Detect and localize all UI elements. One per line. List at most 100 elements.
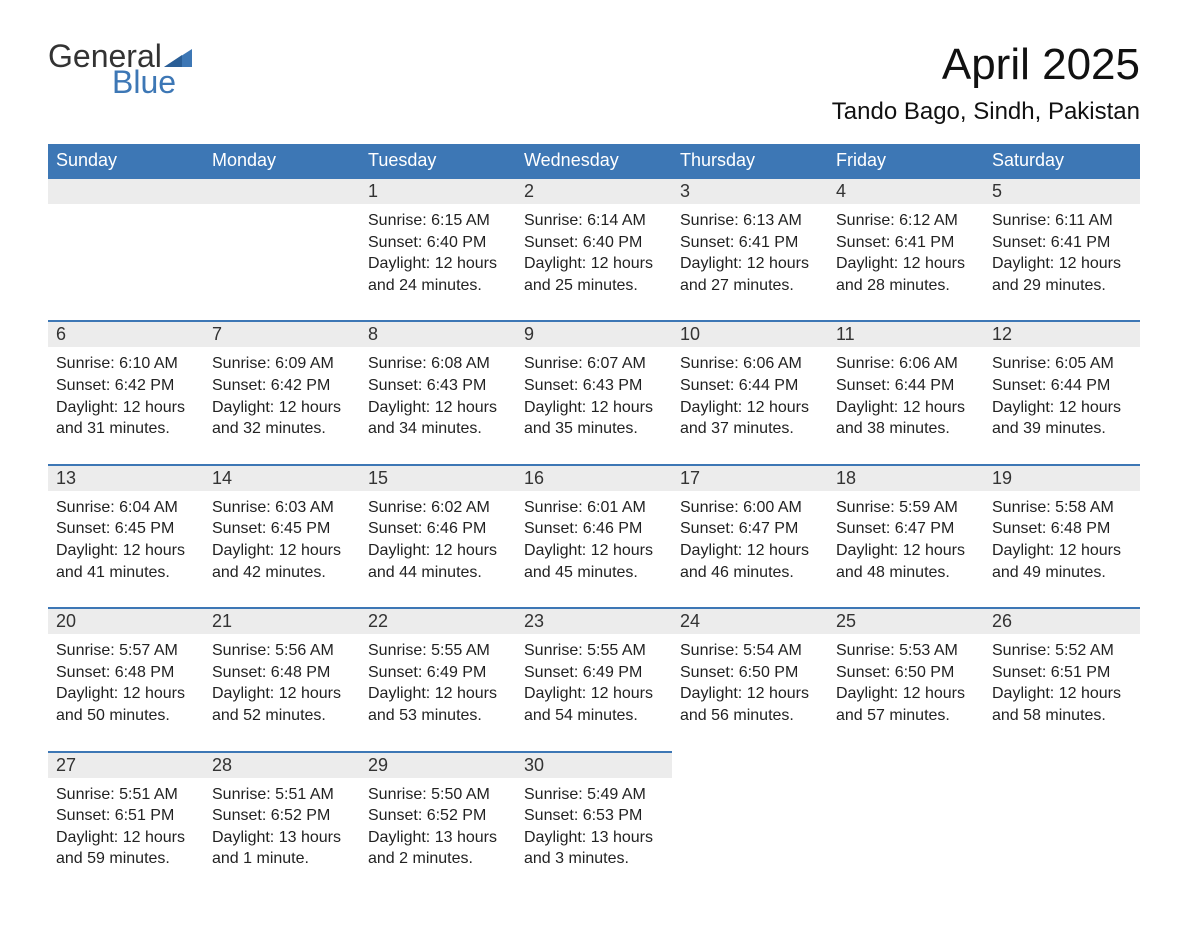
sunset-text: Sunset: 6:44 PM	[836, 375, 976, 397]
sunset-text: Sunset: 6:45 PM	[56, 518, 196, 540]
day2-text: and 34 minutes.	[368, 418, 508, 440]
sunrise-text: Sunrise: 6:06 AM	[836, 353, 976, 375]
sunset-text: Sunset: 6:43 PM	[524, 375, 664, 397]
day-content-cell: Sunrise: 6:03 AMSunset: 6:45 PMDaylight:…	[204, 491, 360, 608]
content-row: Sunrise: 6:10 AMSunset: 6:42 PMDaylight:…	[48, 347, 1140, 464]
day1-text: Daylight: 12 hours	[680, 397, 820, 419]
sunset-text: Sunset: 6:46 PM	[368, 518, 508, 540]
sunset-text: Sunset: 6:53 PM	[524, 805, 664, 827]
day1-text: Daylight: 12 hours	[836, 397, 976, 419]
day2-text: and 56 minutes.	[680, 705, 820, 727]
day-content-cell: Sunrise: 5:55 AMSunset: 6:49 PMDaylight:…	[360, 634, 516, 751]
sunrise-text: Sunrise: 5:51 AM	[56, 784, 196, 806]
sunrise-text: Sunrise: 6:04 AM	[56, 497, 196, 519]
day2-text: and 3 minutes.	[524, 848, 664, 870]
weekday-header: Wednesday	[516, 144, 672, 178]
day-content-cell: Sunrise: 5:49 AMSunset: 6:53 PMDaylight:…	[516, 778, 672, 894]
day-number-cell: 28	[204, 752, 360, 778]
sunset-text: Sunset: 6:49 PM	[368, 662, 508, 684]
day1-text: Daylight: 12 hours	[836, 683, 976, 705]
content-row: Sunrise: 5:51 AMSunset: 6:51 PMDaylight:…	[48, 778, 1140, 894]
day-content-cell: Sunrise: 5:57 AMSunset: 6:48 PMDaylight:…	[48, 634, 204, 751]
day-number-cell: 13	[48, 465, 204, 491]
day1-text: Daylight: 12 hours	[56, 683, 196, 705]
day-content-cell	[984, 778, 1140, 894]
daynum-row: 13141516171819	[48, 465, 1140, 491]
day1-text: Daylight: 12 hours	[992, 540, 1132, 562]
day2-text: and 35 minutes.	[524, 418, 664, 440]
day-number-cell: 30	[516, 752, 672, 778]
sunrise-text: Sunrise: 5:55 AM	[368, 640, 508, 662]
sunrise-text: Sunrise: 6:15 AM	[368, 210, 508, 232]
day-number-cell: 18	[828, 465, 984, 491]
day1-text: Daylight: 12 hours	[56, 540, 196, 562]
day-content-cell: Sunrise: 6:00 AMSunset: 6:47 PMDaylight:…	[672, 491, 828, 608]
sunset-text: Sunset: 6:42 PM	[212, 375, 352, 397]
day1-text: Daylight: 13 hours	[212, 827, 352, 849]
weekday-header-row: Sunday Monday Tuesday Wednesday Thursday…	[48, 144, 1140, 178]
day-content-cell: Sunrise: 5:58 AMSunset: 6:48 PMDaylight:…	[984, 491, 1140, 608]
day-number-cell: 2	[516, 178, 672, 204]
day2-text: and 25 minutes.	[524, 275, 664, 297]
sunset-text: Sunset: 6:50 PM	[836, 662, 976, 684]
day-content-cell: Sunrise: 6:01 AMSunset: 6:46 PMDaylight:…	[516, 491, 672, 608]
day1-text: Daylight: 12 hours	[992, 397, 1132, 419]
day1-text: Daylight: 12 hours	[836, 253, 976, 275]
day-number-cell: 22	[360, 608, 516, 634]
day-content-cell: Sunrise: 6:12 AMSunset: 6:41 PMDaylight:…	[828, 204, 984, 321]
day-content-cell: Sunrise: 5:51 AMSunset: 6:52 PMDaylight:…	[204, 778, 360, 894]
day1-text: Daylight: 12 hours	[836, 540, 976, 562]
day-number-cell: 4	[828, 178, 984, 204]
day2-text: and 42 minutes.	[212, 562, 352, 584]
day2-text: and 57 minutes.	[836, 705, 976, 727]
day-content-cell: Sunrise: 6:09 AMSunset: 6:42 PMDaylight:…	[204, 347, 360, 464]
sunset-text: Sunset: 6:41 PM	[680, 232, 820, 254]
day-content-cell: Sunrise: 6:15 AMSunset: 6:40 PMDaylight:…	[360, 204, 516, 321]
day1-text: Daylight: 13 hours	[368, 827, 508, 849]
day-content-cell: Sunrise: 5:52 AMSunset: 6:51 PMDaylight:…	[984, 634, 1140, 751]
day2-text: and 39 minutes.	[992, 418, 1132, 440]
sunrise-text: Sunrise: 6:01 AM	[524, 497, 664, 519]
sunrise-text: Sunrise: 5:49 AM	[524, 784, 664, 806]
day-number-cell: 10	[672, 321, 828, 347]
day-content-cell: Sunrise: 5:50 AMSunset: 6:52 PMDaylight:…	[360, 778, 516, 894]
day-content-cell: Sunrise: 6:06 AMSunset: 6:44 PMDaylight:…	[828, 347, 984, 464]
day-content-cell: Sunrise: 6:06 AMSunset: 6:44 PMDaylight:…	[672, 347, 828, 464]
logo: General Blue	[48, 40, 192, 98]
day-content-cell	[204, 204, 360, 321]
daynum-row: 20212223242526	[48, 608, 1140, 634]
day1-text: Daylight: 12 hours	[212, 540, 352, 562]
day-number-cell	[828, 752, 984, 778]
day2-text: and 45 minutes.	[524, 562, 664, 584]
day-content-cell: Sunrise: 5:55 AMSunset: 6:49 PMDaylight:…	[516, 634, 672, 751]
day2-text: and 53 minutes.	[368, 705, 508, 727]
day1-text: Daylight: 12 hours	[56, 397, 196, 419]
sunrise-text: Sunrise: 6:00 AM	[680, 497, 820, 519]
sunrise-text: Sunrise: 6:07 AM	[524, 353, 664, 375]
day1-text: Daylight: 12 hours	[680, 253, 820, 275]
day1-text: Daylight: 12 hours	[368, 397, 508, 419]
day-content-cell: Sunrise: 6:08 AMSunset: 6:43 PMDaylight:…	[360, 347, 516, 464]
sunset-text: Sunset: 6:41 PM	[992, 232, 1132, 254]
daynum-row: 6789101112	[48, 321, 1140, 347]
day2-text: and 44 minutes.	[368, 562, 508, 584]
day-number-cell: 29	[360, 752, 516, 778]
day2-text: and 59 minutes.	[56, 848, 196, 870]
sunrise-text: Sunrise: 5:53 AM	[836, 640, 976, 662]
sunset-text: Sunset: 6:44 PM	[992, 375, 1132, 397]
day-content-cell	[672, 778, 828, 894]
sunrise-text: Sunrise: 5:54 AM	[680, 640, 820, 662]
sunrise-text: Sunrise: 5:55 AM	[524, 640, 664, 662]
sunrise-text: Sunrise: 6:06 AM	[680, 353, 820, 375]
day2-text: and 29 minutes.	[992, 275, 1132, 297]
day-number-cell: 7	[204, 321, 360, 347]
sunset-text: Sunset: 6:46 PM	[524, 518, 664, 540]
content-row: Sunrise: 5:57 AMSunset: 6:48 PMDaylight:…	[48, 634, 1140, 751]
day-number-cell: 24	[672, 608, 828, 634]
sunset-text: Sunset: 6:40 PM	[368, 232, 508, 254]
day1-text: Daylight: 12 hours	[368, 253, 508, 275]
day-number-cell	[672, 752, 828, 778]
day2-text: and 38 minutes.	[836, 418, 976, 440]
day2-text: and 31 minutes.	[56, 418, 196, 440]
day-content-cell	[828, 778, 984, 894]
